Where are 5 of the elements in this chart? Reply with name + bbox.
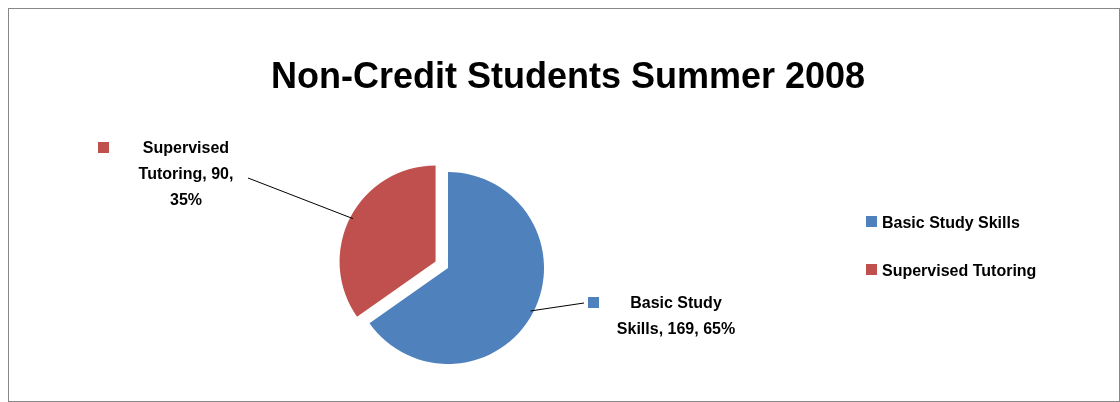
data-label: Basic Study Skills, 169, 65% [616, 294, 736, 337]
legend-label: Supervised Tutoring [882, 262, 1037, 279]
legend-label: Basic Study Skills [882, 214, 1020, 231]
chart-title: Non-Credit Students Summer 2008 [270, 55, 866, 96]
data-label: Supervised Tutoring, 90, 35% [138, 139, 234, 208]
